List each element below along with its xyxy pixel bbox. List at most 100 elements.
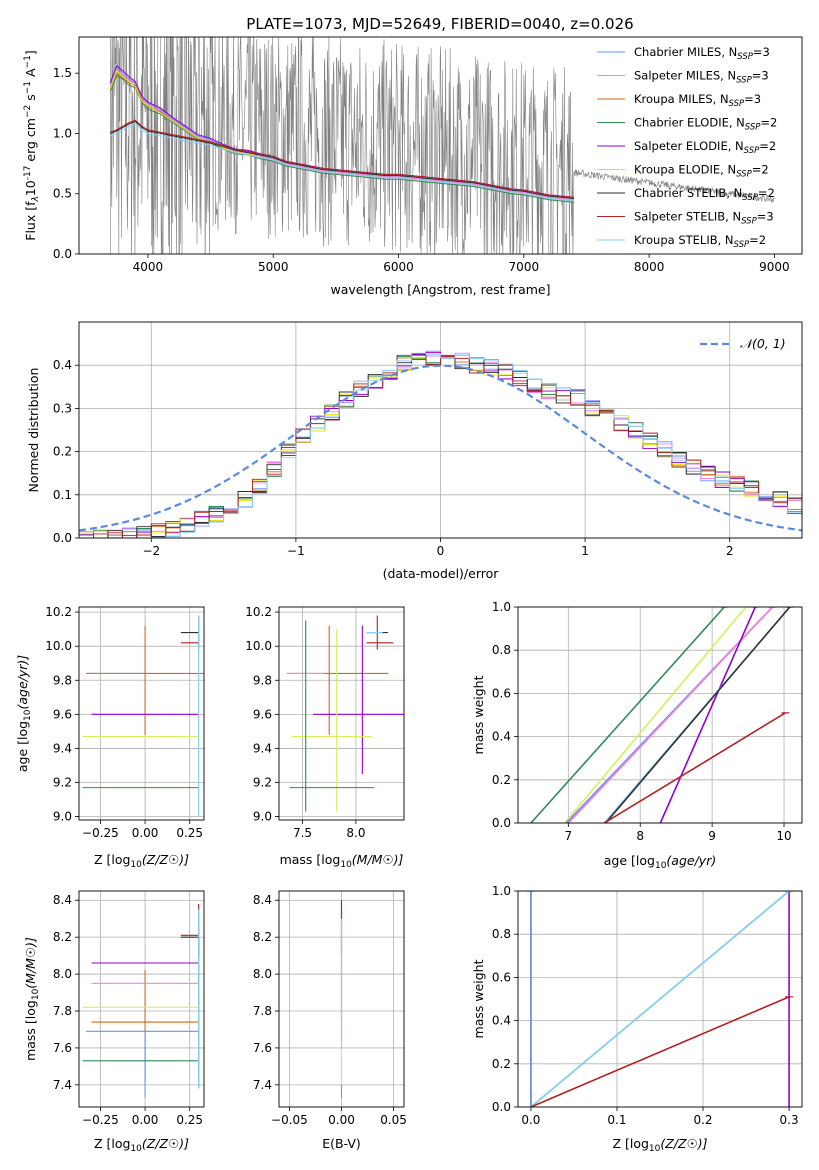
x-tick-label: 7 [565, 829, 573, 843]
x-tick-label: 7.5 [293, 826, 312, 840]
histogram-series [79, 353, 802, 538]
x-tick-label: 0.00 [132, 1113, 159, 1127]
y-tick-label: 0.0 [53, 247, 72, 261]
model-line [110, 119, 574, 198]
legend-entry: Chabrier MILES, NSSP=3 [634, 45, 770, 62]
observed-spectrum [110, 37, 775, 254]
y-tick-label: 7.6 [53, 1041, 72, 1055]
x-tick-label: 8000 [634, 260, 665, 274]
frame-mass_vs_Z: −0.25 0.00 0.25 7.4 7.6 7.8 8.0 8.2 8.4 [53, 890, 205, 1127]
x-tick-label: 9 [708, 829, 716, 843]
histogram-series [79, 351, 802, 538]
x-tick-label: 4000 [133, 260, 164, 274]
y-tick-label: 9.4 [253, 741, 272, 755]
y-tick-label: 0.4 [53, 358, 72, 372]
x-tick-label: 8 [636, 829, 644, 843]
y-tick-label: 0.0 [492, 1100, 511, 1114]
y-axis-label: mass [log10(M/M☉)] [23, 937, 41, 1061]
legend-entry: 𝒩(0, 1) [740, 336, 786, 351]
y-tick-label: 9.6 [253, 707, 272, 721]
legend-entry: Salpeter MILES, NSSP=3 [634, 69, 769, 86]
weight-line [567, 607, 774, 823]
weight-line [605, 607, 791, 823]
y-tick-label: 9.0 [253, 810, 272, 824]
x-tick-label: −0.05 [271, 1113, 308, 1127]
x-axis-label: (data-model)/error [383, 566, 500, 581]
y-tick-label: 0.6 [492, 970, 511, 984]
histogram-series [79, 350, 802, 538]
legend-entry: Kroupa STELIB, NSSP=2 [634, 233, 766, 250]
spectrum-lines [109, 37, 775, 254]
errorbars-age_vs_Z [82, 615, 204, 817]
y-tick-label: 0.0 [492, 816, 511, 830]
y-tick-label: 0.2 [492, 773, 511, 787]
y-tick-label: 0.2 [492, 1057, 511, 1071]
y-axis-label: mass weight [471, 675, 486, 754]
model-line [109, 74, 574, 203]
model-line [110, 120, 574, 199]
y-tick-label: 9.6 [53, 707, 72, 721]
frame-cumweight_vs_Z: 0.0 0.1 0.2 0.3 0.0 0.2 0.4 0.6 0.8 1.0 [492, 884, 803, 1127]
plot-frame [278, 606, 405, 821]
plot-frame [78, 36, 803, 255]
y-tick-label: 0.4 [492, 1014, 511, 1028]
frame-age_vs_Z: −0.25 0.00 0.25 9.0 9.2 9.4 9.6 9.8 10.0 10.2 [45, 605, 205, 840]
x-tick-label: 9000 [759, 260, 790, 274]
x-tick-label: 0.25 [176, 826, 203, 840]
legend-entry: Chabrier STELIB, NSSP=2 [634, 186, 775, 203]
frame-residuals: −2 −1 0 1 2 0.0 0.1 0.2 0.3 0.4 [53, 321, 803, 558]
weight-line [603, 712, 786, 823]
weight-line [530, 996, 790, 1107]
plot-frame [517, 890, 803, 1108]
weight-line [530, 607, 725, 823]
spectrum-legend: Chabrier MILES, NSSP=3 Salpeter MILES, NS… [597, 45, 777, 250]
x-axis-label: mass [log10(M/M☉)] [280, 852, 404, 870]
x-tick-label: −0.25 [82, 1113, 119, 1127]
y-tick-label: 7.8 [253, 1004, 272, 1018]
histogram-series [79, 352, 802, 538]
frame-mass_vs_ebv: −0.05 0.00 0.05 7.4 7.6 7.8 8.0 8.2 8.4 [253, 890, 407, 1127]
histogram-series [79, 354, 802, 538]
x-tick-label: −0.25 [82, 826, 119, 840]
plot-frame [78, 890, 205, 1108]
frame-age_vs_mass: 7.5 8.0 9.0 9.2 9.4 9.6 9.8 10.0 10.2 [245, 605, 405, 840]
x-tick-label: 0.1 [607, 1113, 626, 1127]
y-tick-label: 8.4 [253, 893, 272, 907]
x-tick-label: 6000 [383, 260, 414, 274]
x-tick-label: 0.0 [521, 1113, 540, 1127]
y-tick-label: 9.0 [53, 810, 72, 824]
x-tick-label: 7000 [509, 260, 540, 274]
y-tick-label: 8.4 [53, 893, 72, 907]
x-tick-label: 0.2 [693, 1113, 712, 1127]
weight-line [659, 607, 756, 823]
y-tick-label: 0.8 [492, 643, 511, 657]
y-tick-label: 0.4 [492, 730, 511, 744]
plot-frame [78, 606, 205, 821]
residuals-legend: 𝒩(0, 1) [700, 336, 786, 351]
x-tick-label: 0.00 [328, 1113, 355, 1127]
normal-curve [79, 364, 802, 532]
frame-cumweight_vs_age: 7 8 9 10 0.0 0.2 0.4 0.6 0.8 1.0 [492, 600, 803, 843]
y-tick-label: 10.2 [245, 605, 272, 619]
model-line [109, 68, 574, 201]
y-tick-label: 10.0 [245, 639, 272, 653]
x-axis-label: Z [log10(Z/Z☉)] [612, 1136, 707, 1154]
y-tick-label: 0.5 [53, 187, 72, 201]
y-tick-label: 1.0 [492, 600, 511, 614]
y-tick-label: 0.6 [492, 686, 511, 700]
x-axis-label: Z [log10(Z/Z☉)] [94, 1136, 189, 1154]
weight-line [564, 607, 747, 823]
y-tick-label: 9.8 [53, 673, 72, 687]
y-tick-label: 0.2 [53, 445, 72, 459]
y-tick-label: 1.0 [53, 126, 72, 140]
y-tick-label: 7.4 [53, 1078, 72, 1092]
y-tick-label: 9.2 [53, 776, 72, 790]
figure-title: PLATE=1073, MJD=52649, FIBERID=0040, z=0… [246, 15, 633, 33]
y-tick-label: 0.3 [53, 401, 72, 415]
y-tick-label: 1.0 [492, 884, 511, 898]
y-axis-label: Normed distribution [26, 368, 41, 493]
y-axis-label: Flux [fλ10-17 erg cm−2 s−1 A−1] [23, 50, 41, 240]
y-tick-label: 1.5 [53, 66, 72, 80]
x-tick-label: 2 [726, 544, 734, 558]
